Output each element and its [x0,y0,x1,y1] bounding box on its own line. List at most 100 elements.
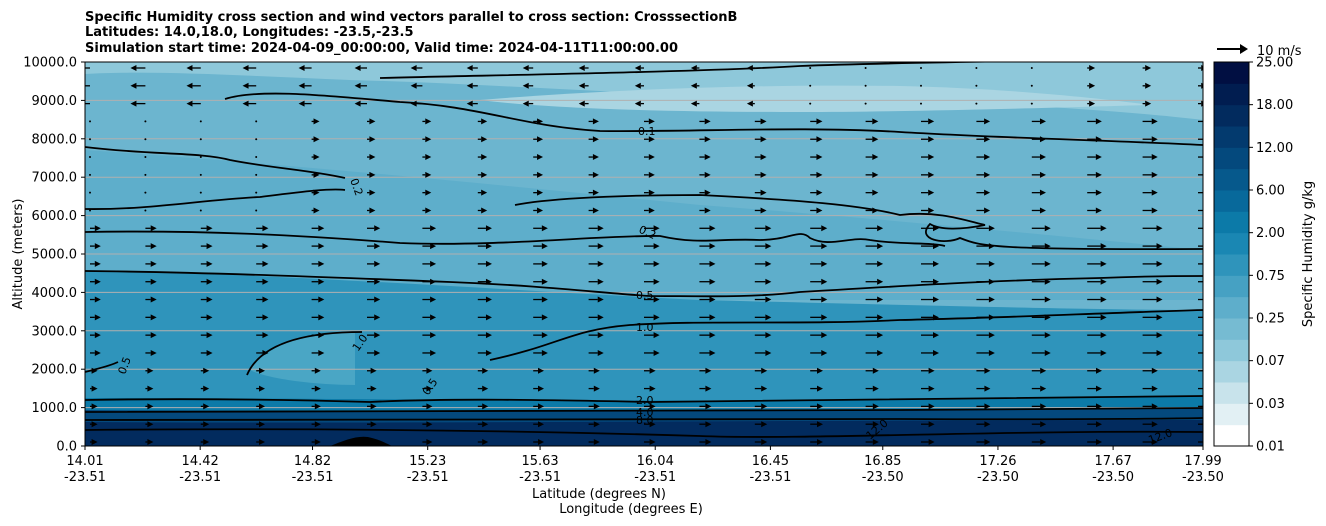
wind-vector-head [709,314,716,321]
wind-vector-head [761,439,768,445]
wind-vector-head [933,349,939,356]
wind-vector-head [481,136,488,143]
wind-vector-head [203,421,210,428]
x-tick-label-lat: 16.04 [637,454,674,469]
x-axis-label-latitude: Latitude (degrees N) [532,487,666,502]
wind-vector-head [298,82,305,89]
wind-vector-head [541,332,548,339]
colorbar-segment [1214,62,1249,84]
wind-vector [199,138,202,141]
colorbar-segment [1214,232,1249,255]
wind-vector-head [648,154,655,161]
wind-vector-head [541,260,548,267]
x-tick-label-lat: 17.67 [1095,454,1132,469]
wind-vector-head [817,421,823,428]
wind-vector-head [1151,403,1158,410]
wind-vector-head [425,154,432,161]
wind-vector-head [206,260,213,267]
wind-vector-head [597,314,604,321]
wind-vector-head [541,278,548,285]
wind-vector-head [709,296,716,303]
wind-vector-head [410,82,417,89]
wind-vector-head [94,243,101,250]
wind-vector-head [984,367,991,374]
wind-vector-head [425,207,432,214]
wind-vector-head [318,332,325,339]
wind-vector-head [262,260,269,267]
wind-vector-head [877,296,884,303]
x-tick-label-lat: 17.99 [1184,454,1221,469]
wind-vector-head [709,243,716,250]
wind-vector-head [1095,171,1102,178]
wind-vector-head [1100,260,1107,267]
wind-vector-head [1044,332,1051,339]
wind-vector-head [761,385,768,392]
wind-vector-head [872,403,879,410]
x-axis-label-longitude: Longitude (degrees E) [559,502,703,517]
wind-vector-head [313,207,320,214]
wind-vector-head [1151,189,1158,196]
wind-vector-head [538,367,544,374]
title-line-3: Simulation start time: 2024-04-09_00:00:… [85,41,678,56]
x-tick-label-lat: 17.26 [979,454,1016,469]
wind-vector [199,173,202,176]
wind-vector-head [1039,118,1046,125]
wind-vector-head [485,225,492,232]
wind-vector [89,156,91,159]
wind-vector-head [1208,136,1214,142]
wind-vector-head [298,100,305,107]
wind-vector-head [988,296,995,303]
wind-vector-head [984,207,991,214]
contour-label-0.1: 0.1 [638,125,656,138]
wind-vector-head [690,100,697,107]
wind-vector-head [765,296,772,303]
wind-vector-head [259,403,265,410]
wind-vector-head [430,278,437,285]
wind-vector [255,191,258,194]
wind-vector-head [984,171,991,178]
wind-vector-head [186,65,193,71]
wind-vector-head [1156,332,1163,339]
wind-vector-head [538,403,544,410]
wind-vector-head [74,83,80,89]
wind-vector-head [1040,439,1047,445]
wind-vector-head [872,118,879,125]
y-tick-label: 6000.0 [32,209,78,224]
x-tick-label-lat: 14.01 [66,454,103,469]
contour-0.1-top [379,62,1022,79]
wind-vector [144,173,147,176]
wind-vector-head [94,332,101,339]
wind-vector-head [1044,296,1051,303]
humidity-band-low-patch [250,332,355,385]
contour-8.0 [85,417,1203,422]
wind-vector [1030,67,1033,69]
wind-vector-head [816,136,823,143]
wind-vector-head [318,314,325,321]
wind-vector-head [872,385,879,392]
wind-vector-head [1039,171,1046,178]
colorbar-tick-label: 2.00 [1256,226,1285,241]
wind-vector-head [704,118,711,125]
wind-vector-head [821,349,828,356]
wind-vector-head [1089,100,1096,107]
wind-vector-head [988,260,995,267]
wind-vector-head [541,243,548,250]
wind-vector-head [541,225,548,232]
wind-vector-head [91,385,98,392]
wind-vector-head [481,118,488,125]
wind-vector-head [314,367,321,374]
wind-vector-head [928,367,935,374]
wind-vector-head [259,439,265,445]
wind-vector-head [761,403,768,410]
wind-vector-head [928,154,935,161]
wind-vector-head [648,118,655,125]
wind-vector [255,120,258,123]
wind-vector-head [877,260,884,267]
wind-vector-head [1151,118,1158,125]
contour-label-8.0: 8.0 [636,414,654,427]
wind-vector-head [186,100,193,107]
y-tick-label: 4000.0 [32,286,78,301]
wind-vector-head [537,154,544,161]
wind-vector-head [760,189,767,196]
wind-vector-head [91,439,98,445]
